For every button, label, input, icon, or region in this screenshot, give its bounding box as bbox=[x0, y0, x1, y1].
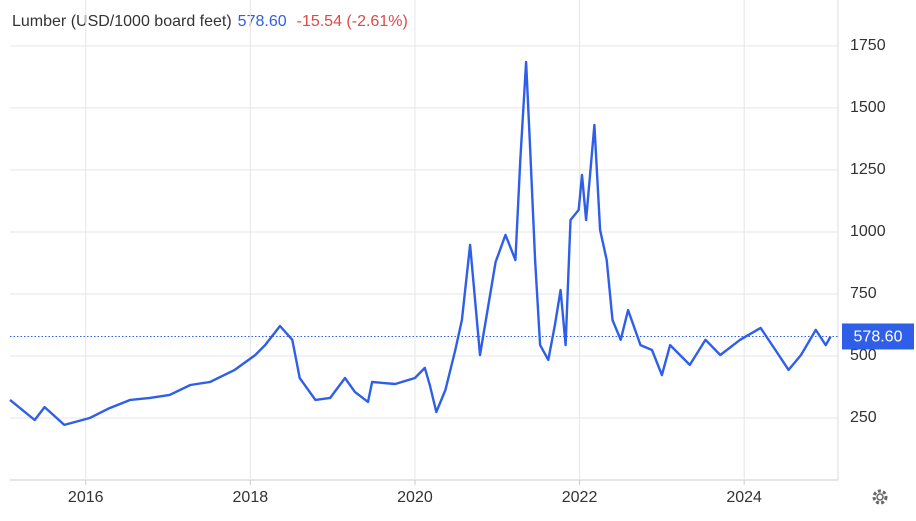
price-change: -15.54 (-2.61%) bbox=[297, 13, 408, 30]
y-tick-label: 1000 bbox=[850, 223, 886, 240]
line bbox=[9, 60, 832, 427]
x-tick-label: 2022 bbox=[562, 489, 598, 506]
y-tick-label: 750 bbox=[850, 285, 877, 302]
last-value-box bbox=[842, 323, 914, 350]
y-tick-label: 1250 bbox=[850, 161, 886, 178]
x-tick-label: 2018 bbox=[233, 489, 269, 506]
chart-title: Lumber (USD/1000 board feet) bbox=[12, 13, 232, 30]
x-tick-label: 2016 bbox=[68, 489, 104, 506]
last-value-label: 578.60 bbox=[854, 329, 903, 346]
y-tick-label: 250 bbox=[850, 409, 877, 426]
x-tick-label: 2024 bbox=[726, 489, 762, 506]
y-tick-label: 500 bbox=[850, 347, 877, 364]
y-tick-label: 1750 bbox=[850, 37, 886, 54]
y-tick-label: 1500 bbox=[850, 99, 886, 116]
chart-header: Lumber (USD/1000 board feet) 578.60 -15.54… bbox=[12, 13, 408, 30]
x-tick-label: 2020 bbox=[397, 489, 433, 506]
settings-icon[interactable] bbox=[872, 489, 888, 505]
last-price: 578.60 bbox=[238, 13, 287, 30]
